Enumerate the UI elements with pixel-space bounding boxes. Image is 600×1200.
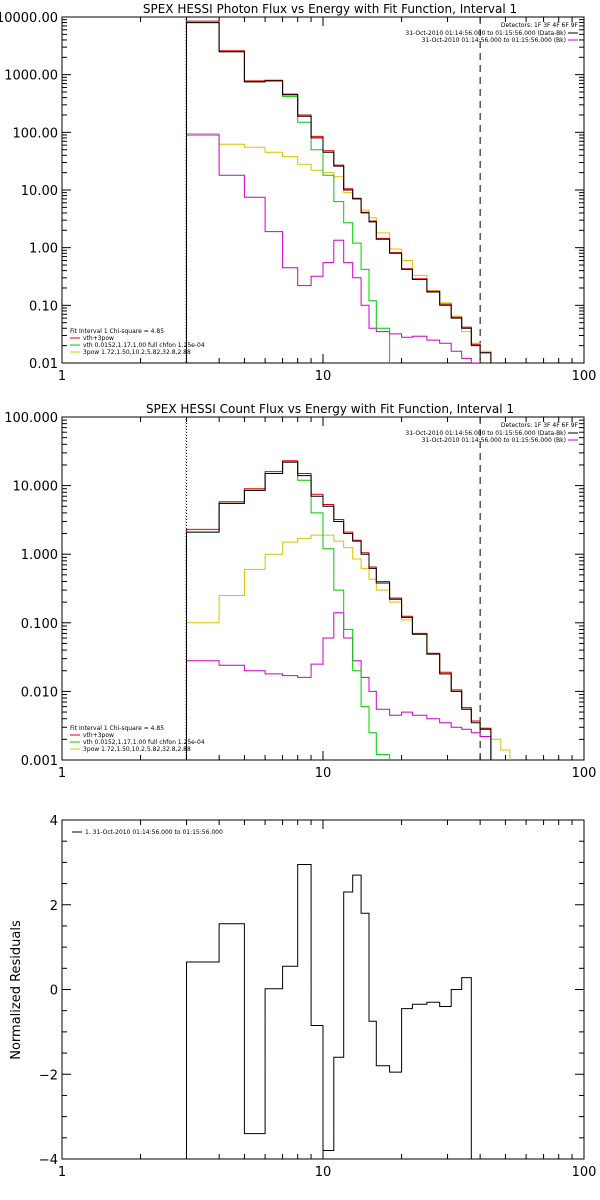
series-vth-3pow-line: [186, 460, 492, 760]
legend-label: 31-Oct-2010 01:14:56.000 to 01:15:56.000…: [405, 30, 566, 37]
y-tick-label: 4: [50, 814, 58, 829]
legend-label: 31-Oct-2010 01:14:56.000 to 01:15:56.000…: [422, 37, 566, 44]
series-bk-line: [186, 134, 481, 363]
y-tick-label: 2: [50, 899, 58, 914]
series-vth-3pow-line: [186, 20, 492, 363]
fit-legend-label: vth 0.0152,1.17,1.00 full chfon 1.25e-04: [83, 342, 205, 349]
count-flux-plot-frame: [61, 416, 585, 761]
series-vth-line: [186, 22, 391, 363]
series-3pow-line: [186, 133, 492, 363]
photon-flux-title: SPEX HESSI Photon Flux vs Energy with Fi…: [143, 2, 517, 16]
x-tick-label: 10: [315, 766, 332, 781]
fit-legend-label: vth+3pow: [83, 335, 114, 342]
legend-header: Detectors: 1F 3F 4F 6F 9F: [501, 422, 579, 429]
x-tick-label: 100: [572, 766, 597, 781]
photon-flux-panel: SPEX HESSI Photon Flux vs Energy with Fi…: [0, 2, 596, 384]
y-tick-label: −2: [39, 1068, 58, 1083]
y-tick-label: 0.010: [21, 685, 58, 700]
y-tick-label: 0.001: [21, 754, 58, 769]
y-tick-label: 1.000: [21, 548, 58, 563]
y-tick-label: 10.00: [21, 184, 58, 199]
series-vth-line: [186, 461, 391, 760]
y-tick-label: 100.00: [13, 126, 59, 141]
count-flux-panel: SPEX HESSI Count Flux vs Energy with Fit…: [4, 402, 596, 781]
x-tick-label: 10: [315, 369, 332, 384]
fit-legend-header: Fit Interval 1 Chi-square = 4.85: [70, 328, 164, 335]
count-flux-title: SPEX HESSI Count Flux vs Energy with Fit…: [146, 402, 514, 416]
legend-label: 1. 31-Oct-2010 01:14:56.000 to 01:15:56.…: [85, 829, 223, 836]
y-tick-label: 0.10: [29, 299, 58, 314]
x-tick-label: 100: [572, 369, 597, 384]
series-data-bk-line: [186, 461, 492, 760]
fit-legend-header: Fit Interval 1 Chi-square = 4.85: [70, 725, 164, 732]
fit-legend-label: 3pow 1.72,1.50,10.2,5.82,32.8,2.88: [83, 349, 191, 356]
photon-flux-plot-frame: [61, 16, 585, 364]
y-tick-label: 1.00: [29, 242, 58, 257]
series-data-bk-line: [186, 22, 492, 363]
legend-header: Detectors: 1F 3F 4F 6F 9F: [501, 22, 579, 29]
y-tick-label: 10.000: [13, 480, 59, 495]
fit-legend-label: vth 0.0152,1.17,1.00 full chfon 1.25e-04: [83, 739, 205, 746]
series-1-31-oct-2010-01-14-56-000-to-01-15-56-000-line: [186, 864, 472, 1159]
y-tick-label: 0.01: [29, 357, 58, 372]
x-tick-label: 1: [58, 369, 66, 384]
residuals-panel: Normalized Residuals 1 10 100 −4 −2 0 2 4 1. 31-…: [9, 814, 596, 1180]
x-tick-label: 1: [58, 1165, 66, 1180]
legend-label: 31-Oct-2010 01:14:56.000 to 01:15:56.000…: [405, 430, 566, 437]
x-tick-label: 100: [572, 1165, 597, 1180]
y-tick-label: 10000.00: [0, 11, 58, 26]
legend-label: 31-Oct-2010 01:14:56.000 to 01:15:56.000…: [422, 437, 566, 444]
x-tick-label: 1: [58, 766, 66, 781]
fit-legend-label: 3pow 1.72,1.50,10.2,5.82,32.8,2.88: [83, 746, 191, 753]
series-bk-line: [186, 612, 492, 760]
y-tick-label: 100.000: [4, 411, 58, 426]
series-3pow-line: [186, 534, 511, 760]
y-tick-label: 1000.00: [4, 69, 58, 84]
y-tick-label: 0: [50, 984, 58, 999]
y-tick-label: 0.100: [21, 617, 58, 632]
residuals-y-axis-label: Normalized Residuals: [9, 920, 24, 1060]
y-tick-label: −4: [39, 1153, 58, 1168]
fit-legend-label: vth+3pow: [83, 732, 114, 739]
x-tick-label: 10: [315, 1165, 332, 1180]
